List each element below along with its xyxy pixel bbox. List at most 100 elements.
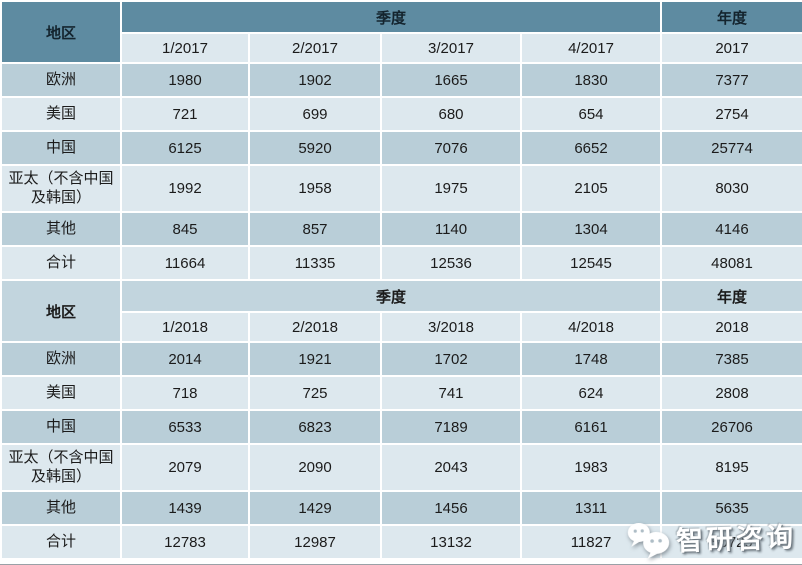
quarter-column-header: 1/2017 [120,32,250,64]
region-label-cell: 美国 [0,96,122,132]
quarter-value-cell: 2014 [120,341,250,377]
quarter-value-cell: 2043 [380,443,522,492]
region-label-cell: 中国 [0,130,122,166]
quarter-value-cell: 1439 [120,490,250,526]
year-value-cell: 25774 [660,130,802,166]
region-header-cell: 地区 [0,0,122,64]
table-row: 其他 845 857 1140 1304 4146 [0,211,802,247]
quarter-value-cell: 699 [248,96,382,132]
year-value-cell: 2808 [660,375,802,411]
table-row: 合计 11664 11335 12536 12545 48081 [0,245,802,281]
year-value-cell: 8030 [660,164,802,213]
table-row: 美国 721 699 680 654 2754 [0,96,802,132]
year-group-header: 年度 [660,0,802,34]
region-label-cell: 欧洲 [0,341,122,377]
quarter-value-cell: 6652 [519,130,663,166]
year-value-cell: 7385 [660,341,802,377]
header-row-groups: 地区 季度 年度 [0,279,802,343]
quarter-value-cell: 12536 [380,245,522,281]
year-column-header: 2018 [660,311,802,343]
quarter-value-cell: 13132 [380,524,522,560]
quarter-value-cell: 718 [120,375,250,411]
quarter-column-header: 2/2018 [248,311,382,343]
quarter-value-cell: 1304 [519,211,663,247]
quarter-value-cell: 741 [380,375,522,411]
quarter-value-cell: 2079 [120,443,250,492]
header-row-groups: 地区 季度 年度 [0,0,802,64]
region-label-cell: 合计 [0,524,122,560]
region-label-cell: 美国 [0,375,122,411]
year-value-cell: 8195 [660,443,802,492]
quarter-column-header: 4/2017 [519,32,663,64]
quarter-value-cell: 1429 [248,490,382,526]
year-value-cell: 4146 [660,211,802,247]
quarter-column-header: 3/2018 [380,311,522,343]
quarter-value-cell: 12783 [120,524,250,560]
quarter-group-header: 季度 [119,279,663,313]
quarter-value-cell: 2090 [248,443,382,492]
year-value-cell: 48081 [660,245,802,281]
quarter-value-cell: 1830 [519,62,663,98]
year-value-cell: 5635 [660,490,802,526]
quarter-value-cell: 1140 [380,211,522,247]
quarter-value-cell: 845 [120,211,250,247]
quarter-value-cell: 12987 [248,524,382,560]
quarter-column-header: 4/2018 [519,311,663,343]
region-header-cell: 地区 [0,279,122,343]
year-value-cell: 2754 [660,96,802,132]
table-row: 欧洲 2014 1921 1702 1748 7385 [0,341,802,377]
table-row: 亚太（不含中国 及韩国） 2079 2090 2043 1983 8195 [0,443,802,492]
quarter-value-cell: 12545 [519,245,663,281]
quarter-value-cell: 1980 [120,62,250,98]
quarter-value-cell: 680 [380,96,522,132]
quarter-value-cell: 1992 [120,164,250,213]
quarter-value-cell: 6161 [519,409,663,445]
quarter-column-header: 1/2018 [120,311,250,343]
region-label-cell: 其他 [0,490,122,526]
table-row: 亚太（不含中国 及韩国） 1992 1958 1975 2105 8030 [0,164,802,213]
quarter-value-cell: 721 [120,96,250,132]
quarter-value-cell: 11664 [120,245,250,281]
region-label-cell: 合计 [0,245,122,281]
header-row-columns: 1/2017 2/2017 3/2017 4/2017 2017 [1,32,802,64]
quarter-value-cell: 725 [248,375,382,411]
quarter-value-cell: 1748 [519,341,663,377]
quarter-value-cell: 1456 [380,490,522,526]
table-row: 中国 6533 6823 7189 6161 26706 [0,409,802,445]
quarter-value-cell: 6823 [248,409,382,445]
year-value-cell: 50729 [660,524,802,560]
table-row: 其他 1439 1429 1456 1311 5635 [0,490,802,526]
quarter-column-header: 3/2017 [380,32,522,64]
quarter-value-cell: 2105 [519,164,663,213]
year-value-cell: 26706 [660,409,802,445]
region-label-cell: 亚太（不含中国 及韩国） [0,164,122,213]
bottom-edge-bar [0,560,802,565]
quarter-value-cell: 1665 [380,62,522,98]
quarter-value-cell: 1958 [248,164,382,213]
header-row-columns: 1/2018 2/2018 3/2018 4/2018 2018 [1,311,802,343]
quarter-value-cell: 1921 [248,341,382,377]
quarter-value-cell: 1983 [519,443,663,492]
quarter-value-cell: 1902 [248,62,382,98]
region-label-cell: 欧洲 [0,62,122,98]
region-label-cell: 亚太（不含中国 及韩国） [0,443,122,492]
region-label-cell: 中国 [0,409,122,445]
table-row: 中国 6125 5920 7076 6652 25774 [0,130,802,166]
year-column-header: 2017 [660,32,802,64]
quarter-value-cell: 654 [519,96,663,132]
quarter-value-cell: 6125 [120,130,250,166]
quarter-value-cell: 7189 [380,409,522,445]
quarter-value-cell: 11335 [248,245,382,281]
quarter-value-cell: 7076 [380,130,522,166]
quarter-value-cell: 5920 [248,130,382,166]
quarter-value-cell: 6533 [120,409,250,445]
quarter-column-header: 2/2017 [248,32,382,64]
quarter-group-header: 季度 [119,0,663,34]
year-group-header: 年度 [660,279,802,313]
table-row: 欧洲 1980 1902 1665 1830 7377 [0,62,802,98]
quarter-value-cell: 857 [248,211,382,247]
region-label-cell: 其他 [0,211,122,247]
quarter-value-cell: 11827 [519,524,663,560]
quarter-value-cell: 1311 [519,490,663,526]
